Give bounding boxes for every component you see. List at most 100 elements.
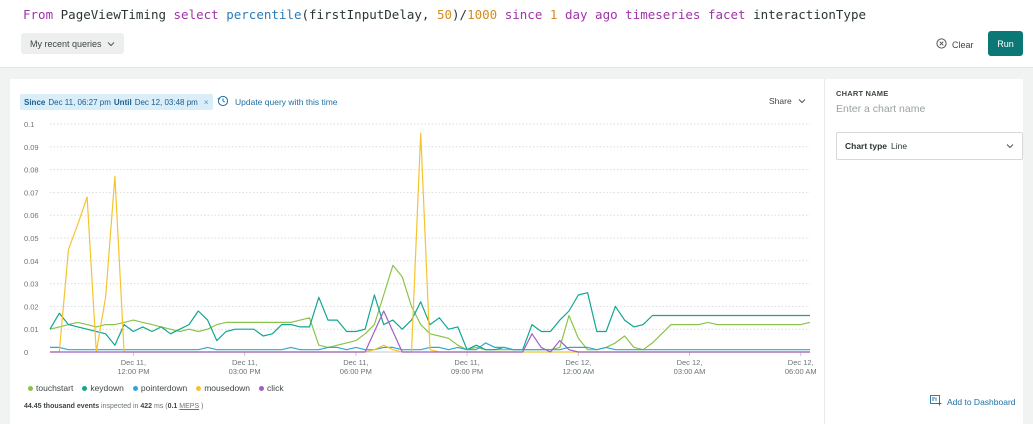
y-tick-label: 0.06	[24, 211, 39, 220]
y-tick-label: 0.07	[24, 188, 39, 197]
recent-queries-label: My recent queries	[30, 38, 102, 49]
y-tick-label: 0.1	[24, 120, 34, 129]
chart-area: Since Dec 11, 06:27 pm Until Dec 12, 03:…	[10, 79, 823, 424]
legend-item-keydown[interactable]: keydown	[82, 383, 124, 393]
x-tick-label: 12:00 AM	[562, 367, 594, 376]
update-query-label: Update query with this time	[235, 97, 338, 107]
x-tick-label: Dec 11,	[232, 358, 257, 367]
y-tick-label: 0	[24, 348, 28, 357]
query-token: day ago	[564, 7, 626, 22]
chart-name-label: CHART NAME	[836, 89, 889, 98]
update-query-time-button[interactable]: Update query with this time	[217, 95, 338, 109]
query-token: 50	[436, 7, 453, 22]
run-button[interactable]: Run	[988, 31, 1023, 56]
query-token: 1	[549, 7, 565, 22]
legend-dot	[196, 385, 202, 391]
clear-circle-icon	[936, 38, 947, 51]
series-line-keydown[interactable]	[49, 292, 810, 351]
add-to-dashboard-button[interactable]: Add to Dashboard	[930, 395, 1016, 408]
legend-label: keydown	[90, 383, 124, 393]
y-tick-label: 0.03	[24, 280, 39, 289]
query-token: (firstInputDelay,	[301, 7, 437, 22]
clock-icon	[217, 95, 229, 109]
series-line-mousedown[interactable]	[50, 132, 810, 353]
query-stats: 44.45 thousand events inspected in 422 m…	[24, 403, 203, 410]
line-chart[interactable]: 0.1 0.09 0.08 0.07 0.06 0.05 0.04 0.03 0.02 0.01 0…	[10, 114, 823, 379]
x-tick-label: Dec 11,	[343, 358, 368, 367]
query-token: interactionType	[753, 7, 866, 22]
nrql-query-input[interactable]: From PageViewTiming select percentile(fi…	[23, 7, 866, 22]
y-tick-label: 0.04	[24, 257, 39, 266]
chart-legend: touchstart keydown pointerdown mousedown cli…	[28, 383, 284, 393]
y-tick-label: 0.08	[24, 166, 39, 175]
legend-label: click	[267, 383, 284, 393]
chart-type-value: Line	[891, 141, 908, 151]
clear-label: Clear	[952, 39, 974, 50]
add-to-dashboard-label: Add to Dashboard	[947, 396, 1016, 407]
close-icon[interactable]: ×	[203, 97, 209, 107]
results-panel: Since Dec 11, 06:27 pm Until Dec 12, 03:…	[10, 79, 1023, 424]
chart-type-select[interactable]: Chart type Line	[836, 132, 1023, 160]
query-token: since	[504, 7, 550, 22]
stats-close: )	[201, 403, 204, 410]
chevron-down-icon	[798, 96, 806, 106]
query-token: From	[23, 7, 61, 22]
since-value: Dec 11, 06:27 pm	[48, 97, 111, 107]
query-token: select	[173, 7, 227, 22]
events-count: 44.45 thousand events	[24, 403, 100, 410]
query-token: timeseries	[625, 7, 708, 22]
x-tick-label: 06:00 PM	[340, 367, 372, 376]
y-tick-label: 0.09	[24, 143, 39, 152]
x-tick-label: 03:00 AM	[674, 367, 706, 376]
y-tick-label: 0.05	[24, 234, 39, 243]
legend-label: touchstart	[36, 383, 74, 393]
time-range-pill[interactable]: Since Dec 11, 06:27 pm Until Dec 12, 03:…	[20, 94, 213, 110]
y-tick-label: 0.01	[24, 325, 39, 334]
query-bar: From PageViewTiming select percentile(fi…	[0, 0, 1033, 68]
ms-unit: ms (	[152, 403, 168, 410]
chart-type-label: Chart type	[845, 141, 888, 151]
meps-unit: MEPS	[179, 403, 200, 410]
legend-item-mousedown[interactable]: mousedown	[196, 383, 250, 393]
series-line-click[interactable]	[50, 310, 810, 353]
x-tick-label: 09:00 PM	[451, 367, 483, 376]
legend-dot	[28, 385, 33, 391]
share-label: Share	[769, 96, 792, 106]
x-tick-label: 12:00 PM	[117, 367, 149, 376]
recent-queries-dropdown[interactable]: My recent queries	[21, 33, 124, 54]
x-tick-label: Dec 11,	[121, 358, 146, 367]
x-tick-label: Dec 11,	[454, 358, 479, 367]
y-tick-label: 0.02	[24, 302, 39, 311]
until-word: Until	[113, 97, 132, 107]
meps-value: 0.1	[167, 403, 178, 410]
legend-dot	[259, 385, 265, 391]
legend-item-click[interactable]: click	[259, 383, 284, 393]
query-token: facet	[707, 7, 754, 22]
dashboard-add-icon	[930, 395, 942, 408]
chart-settings-sidebar: CHART NAME Chart type Line Add to Dashbo…	[824, 79, 1023, 424]
inspected-text: inspected in	[99, 403, 141, 410]
x-tick-label: Dec 12,	[788, 358, 814, 367]
legend-item-pointerdown[interactable]: pointerdown	[132, 383, 188, 393]
x-tick-label: 03:00 PM	[229, 367, 261, 376]
since-word: Since	[24, 97, 46, 107]
query-token: 1000	[467, 7, 505, 22]
clear-button[interactable]: Clear	[936, 38, 974, 51]
ms-value: 422	[140, 403, 153, 410]
query-token: percentile	[226, 7, 302, 22]
share-button[interactable]: Share	[769, 96, 806, 106]
legend-dot	[132, 385, 138, 391]
legend-label: mousedown	[204, 383, 251, 393]
legend-item-touchstart[interactable]: touchstart	[28, 383, 73, 393]
query-token: PageViewTiming	[60, 7, 174, 22]
x-tick-label: 06:00 AM	[785, 367, 817, 376]
x-tick-label: Dec 12,	[677, 358, 703, 367]
chevron-down-icon	[107, 39, 115, 49]
query-token: )/	[452, 7, 468, 22]
chart-name-input[interactable]	[836, 103, 1016, 115]
chevron-down-icon	[1006, 141, 1014, 151]
legend-dot	[82, 385, 88, 391]
legend-label: pointerdown	[140, 383, 188, 393]
x-tick-label: Dec 12,	[565, 358, 591, 367]
until-value: Dec 12, 03:48 pm	[134, 97, 198, 107]
